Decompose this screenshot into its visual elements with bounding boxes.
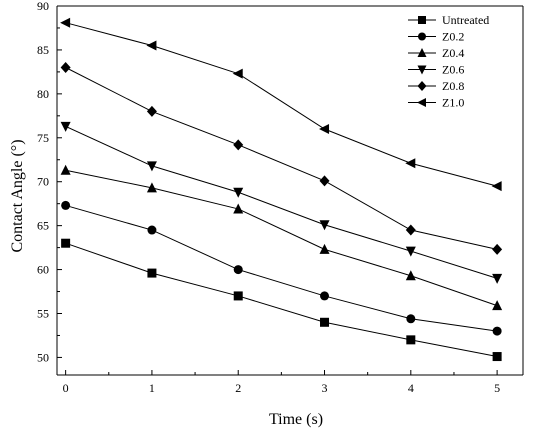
x-tick-label: 0 [63,381,69,395]
y-tick-label: 55 [37,307,49,321]
legend-marker [417,48,427,57]
legend-item: Untreated [408,13,489,27]
data-point [232,68,243,79]
data-point [319,175,330,187]
legend-label: Z0.4 [442,46,464,60]
data-point [60,62,71,73]
series-line [65,67,498,250]
data-point [60,164,71,175]
data-point [233,187,244,198]
legend-item: Z0.6 [408,63,464,77]
data-point [406,335,416,345]
y-tick-label: 75 [37,131,49,145]
data-point [405,158,416,169]
data-point [60,121,71,132]
series-z0-8 [60,62,503,255]
data-point [492,243,503,255]
series-line [65,242,498,358]
y-tick-label: 85 [37,43,49,57]
data-point [233,203,244,214]
data-point [146,161,157,172]
data-point [319,220,330,231]
y-tick-label: 60 [37,263,49,277]
data-point [405,246,416,257]
legend-label: Z0.6 [442,63,464,77]
legend-label: Z0.2 [442,30,464,44]
series-z0-6 [60,121,503,284]
data-point [320,291,330,301]
data-point [491,181,502,192]
y-tick-label: 70 [37,175,49,189]
data-point [405,224,416,236]
y-tick-label: 90 [37,0,49,13]
legend-label: Z0.8 [442,79,464,93]
data-point [146,182,157,193]
data-point [61,238,71,248]
data-point [319,124,330,134]
series-line [65,125,498,279]
data-point [319,243,330,254]
data-point [233,291,243,301]
y-axis-title: Contact Angle (°) [9,139,26,252]
series-z0-4 [60,164,503,311]
data-point [492,273,503,284]
x-tick-label: 2 [235,381,241,395]
legend-item: Z0.8 [408,79,464,93]
legend-label: Z1.0 [442,96,464,110]
data-point [492,300,503,311]
data-point [406,314,416,324]
data-point [492,352,502,362]
data-point [60,17,71,28]
data-point [146,105,157,117]
data-point [233,265,243,275]
legend-item: Z0.4 [408,46,464,60]
y-tick-label: 50 [37,350,49,364]
legend-marker [418,16,426,24]
data-point [405,270,416,281]
legend-marker [417,65,427,75]
data-point [147,225,157,235]
y-tick-label: 65 [37,219,49,233]
data-point [320,317,330,327]
series-z1-0 [60,17,502,192]
data-point [492,326,502,336]
series-layer [60,17,503,362]
legend-marker [417,98,426,107]
legend-item: Z1.0 [408,96,464,110]
legend: Untreated Z0.2 Z0.4 Z0.6 Z0.8 Z1.0 [408,13,489,110]
x-axis-title: Time (s) [269,411,323,428]
data-point [147,268,157,278]
series-line [65,169,498,307]
x-tick-label: 3 [322,381,328,395]
legend-marker [418,32,426,41]
x-tick-label: 1 [149,381,155,395]
x-tick-label: 4 [408,381,414,395]
series-line [65,22,498,187]
series-untreated [61,238,502,362]
legend-item: Z0.2 [408,30,464,44]
data-point [233,139,244,151]
series-line [65,204,498,332]
data-point [146,40,157,51]
data-point [61,200,71,210]
series-z0-2 [61,200,502,336]
legend-label: Untreated [442,13,489,27]
legend-marker [417,81,427,91]
x-tick-label: 5 [494,381,500,395]
y-tick-label: 80 [37,87,49,101]
